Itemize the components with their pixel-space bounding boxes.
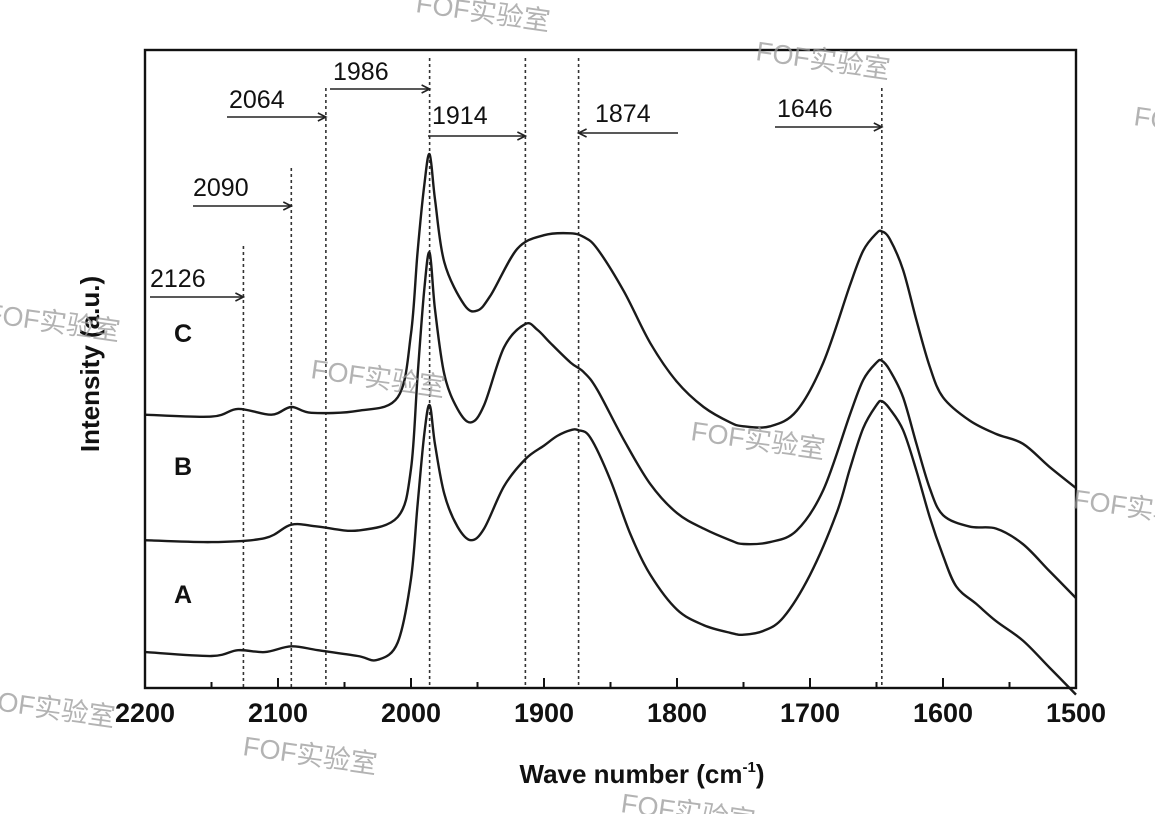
series-label-A: A bbox=[174, 581, 192, 609]
arrow-head-2064 bbox=[317, 112, 328, 122]
arrow-head-1986 bbox=[421, 84, 432, 94]
x-axis-title-main: Wave number (cm bbox=[520, 759, 743, 789]
x-tick-label: 1600 bbox=[913, 698, 973, 728]
watermark-text: FOF实验室 bbox=[414, 0, 552, 37]
x-tick-label: 2100 bbox=[248, 698, 308, 728]
peak-label-1986: 1986 bbox=[333, 58, 389, 86]
arrow-head-1874 bbox=[576, 128, 587, 138]
series-C-line bbox=[144, 152, 1077, 490]
watermark-text: FOF实验室 bbox=[689, 416, 827, 464]
watermark-text: FOF实验室 bbox=[754, 36, 892, 84]
x-tick-label: 1800 bbox=[647, 698, 707, 728]
peak-label-1646: 1646 bbox=[777, 95, 833, 123]
series-labels: C B A bbox=[174, 320, 192, 609]
spectrum-curves bbox=[144, 152, 1077, 696]
watermark-text: FOF实验室 bbox=[0, 684, 117, 732]
x-tick-label: 2000 bbox=[381, 698, 441, 728]
series-label-B: B bbox=[174, 453, 192, 481]
peak-label-1914: 1914 bbox=[432, 102, 488, 130]
x-tick-label: 1500 bbox=[1046, 698, 1106, 728]
series-label-C: C bbox=[174, 320, 192, 348]
y-axis-title: Intensity (a.u.) bbox=[75, 276, 105, 452]
series-B-line bbox=[144, 251, 1077, 599]
watermark-text: FOF实验室 bbox=[309, 354, 447, 402]
x-axis-title: Wave number (cm-1) bbox=[520, 759, 765, 789]
x-tick-label: 1700 bbox=[780, 698, 840, 728]
peak-markers: 2126 2090 2064 1986 1914 1874 1646 bbox=[150, 58, 884, 302]
x-tick-label: 2200 bbox=[115, 698, 175, 728]
arrow-head-1914 bbox=[517, 131, 528, 141]
x-axis-ticks: 2200 2100 2000 1900 1800 1700 1600 1500 bbox=[115, 678, 1106, 728]
watermark-text: FOF实验室 bbox=[619, 788, 757, 814]
x-axis-title-superscript: -1 bbox=[742, 759, 755, 776]
peak-label-2126: 2126 bbox=[150, 265, 206, 293]
plot-frame bbox=[143, 48, 1078, 690]
peak-label-2064: 2064 bbox=[229, 86, 285, 114]
x-tick-label: 1900 bbox=[514, 698, 574, 728]
arrow-head-1646 bbox=[873, 122, 884, 132]
peak-label-1874: 1874 bbox=[595, 100, 651, 128]
series-A-line bbox=[144, 399, 1077, 696]
peak-label-2090: 2090 bbox=[193, 174, 249, 202]
arrow-head-2090 bbox=[282, 201, 294, 211]
peak-guide-lines bbox=[242, 58, 883, 688]
x-axis-title-tail: ) bbox=[756, 759, 765, 789]
watermark-text: FOF实验室 bbox=[1132, 101, 1155, 149]
watermark-text: FOF实验室 bbox=[241, 731, 379, 779]
watermark-text: FOF实验室 bbox=[1071, 484, 1155, 532]
arrow-head-2126 bbox=[235, 292, 246, 302]
